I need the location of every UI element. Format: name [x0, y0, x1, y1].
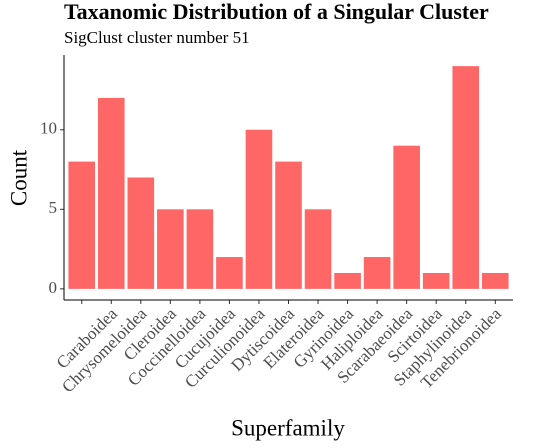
bar [97, 97, 125, 289]
chart-subtitle: SigClust cluster number 51 [64, 28, 250, 47]
bar [127, 177, 155, 289]
y-tick-label: 0 [49, 278, 58, 297]
bar [334, 272, 361, 289]
y-tick-label: 5 [49, 198, 58, 217]
bar [157, 209, 184, 289]
bar [363, 257, 391, 289]
bar [216, 257, 243, 289]
bar [68, 161, 96, 289]
bar [275, 161, 302, 289]
bar [452, 66, 480, 289]
bar [481, 272, 509, 289]
bar [393, 145, 420, 289]
bar [304, 209, 332, 289]
chart-title: Taxanomic Distribution of a Singular Clu… [64, 0, 489, 24]
bar [186, 209, 214, 289]
y-tick-label: 10 [40, 119, 57, 138]
x-axis-title: Superfamily [231, 415, 345, 440]
bar [245, 129, 273, 289]
bar [422, 272, 450, 289]
y-axis-title: Count [6, 149, 31, 206]
